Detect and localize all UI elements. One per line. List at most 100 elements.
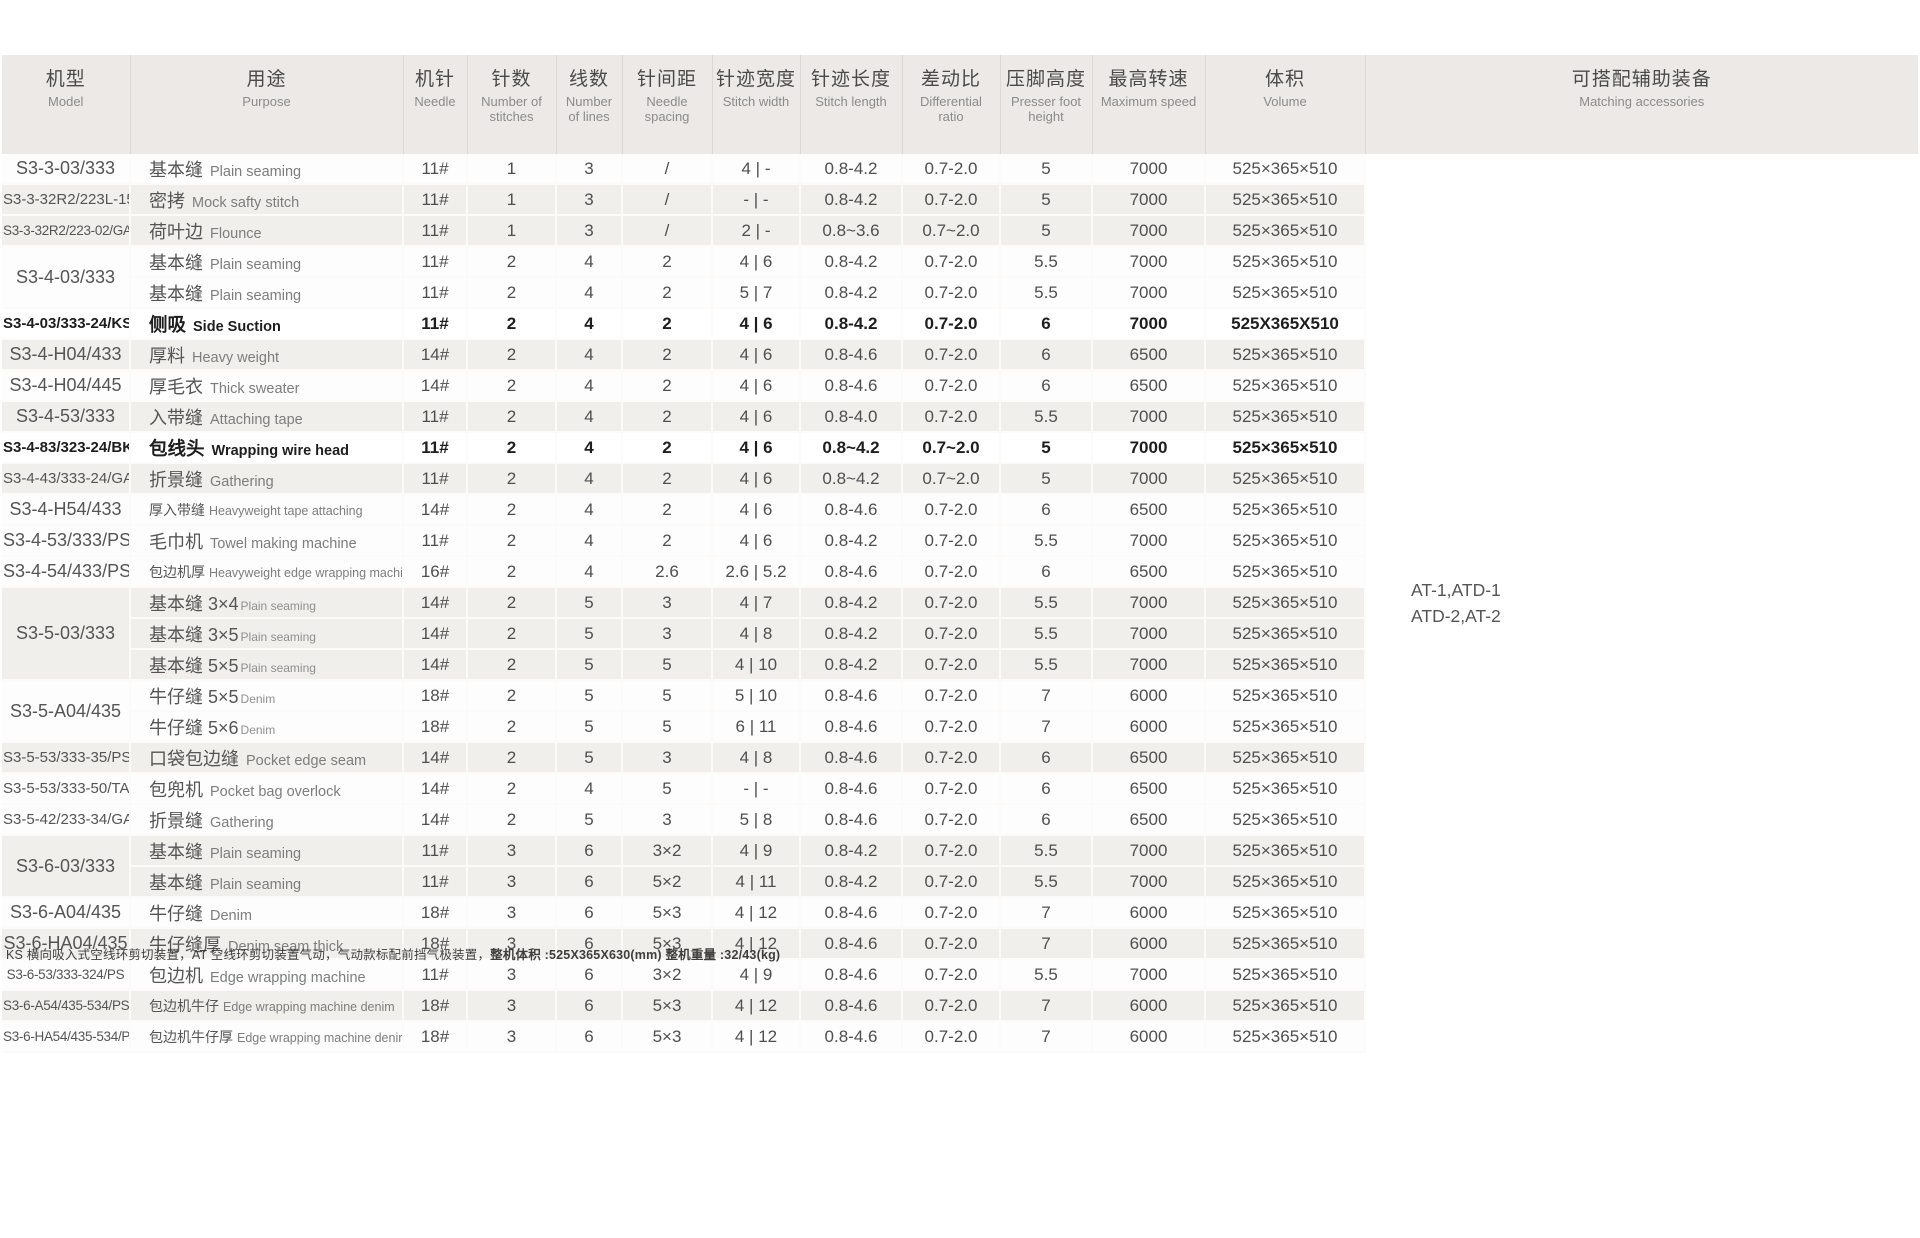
col-header-spacing: 针间距 Needle spacing bbox=[622, 55, 713, 154]
length-cell: 0.8-4.6 bbox=[800, 897, 903, 929]
length-cell: 0.8-4.2 bbox=[800, 618, 903, 650]
model-cell: S3-3-32R2/223L-15 bbox=[2, 184, 131, 216]
accessories-cell: AT-1,ATD-1 ATD-2,AT-2 bbox=[1365, 154, 1918, 1052]
table-row: 基本缝 5×5 Plain seaming 14# 2 5 5 4 | 10 0.8-4.2 0… bbox=[2, 649, 1918, 681]
stitches-cell: 2 bbox=[467, 618, 557, 650]
stitches-cell: 2 bbox=[467, 773, 557, 805]
table-row: S3-6-53/333-324/PS 包边机 Edge wrapping machi… bbox=[2, 959, 1918, 991]
ratio-cell: 0.7~2.0 bbox=[902, 432, 1001, 464]
speed-cell: 7000 bbox=[1092, 587, 1206, 619]
lines-cell: 6 bbox=[556, 1021, 623, 1053]
stitches-cell: 2 bbox=[467, 525, 557, 557]
col-header-length: 针迹长度 Stitch length bbox=[800, 55, 903, 154]
spec-table: 机型 Model 用途 Purpose 机针 Needle 针数 Number of stit… bbox=[2, 55, 1918, 1053]
spacing-cell: 2 bbox=[622, 339, 713, 371]
volume-cell: 525×365×510 bbox=[1205, 959, 1366, 991]
volume-cell: 525×365×510 bbox=[1205, 494, 1366, 526]
volume-cell: 525×365×510 bbox=[1205, 928, 1366, 960]
speed-cell: 7000 bbox=[1092, 866, 1206, 898]
presser-cell: 7 bbox=[1000, 928, 1093, 960]
model-cell: S3-4-53/333/PS bbox=[2, 525, 131, 557]
stitches-cell: 2 bbox=[467, 370, 557, 402]
purpose-cell: 包边机 Edge wrapping machine bbox=[130, 959, 404, 991]
width-cell: 2.6 | 5.2 bbox=[712, 556, 801, 588]
model-cell: S3-3-32R2/223-02/GAL bbox=[2, 215, 131, 247]
purpose-cell: 基本缝 3×4 Plain seaming bbox=[130, 587, 404, 619]
table-row: S3-4-H54/433 厚入带缝 Heavyweight tape attachi… bbox=[2, 494, 1918, 526]
length-cell: 0.8-4.6 bbox=[800, 339, 903, 371]
needle-cell: 16# bbox=[403, 556, 468, 588]
presser-cell: 6 bbox=[1000, 742, 1093, 774]
presser-cell: 5.5 bbox=[1000, 959, 1093, 991]
table-row: S3-3-03/333 基本缝 Plain seaming 11# 1 3/4 | -0.… bbox=[2, 154, 1918, 1052]
speed-cell: 6500 bbox=[1092, 494, 1206, 526]
presser-cell: 6 bbox=[1000, 308, 1093, 340]
model-cell: S3-5-03/333 bbox=[2, 587, 131, 681]
lines-cell: 5 bbox=[556, 711, 623, 743]
stitches-cell: 2 bbox=[467, 494, 557, 526]
purpose-cell: 基本缝 3×5 Plain seaming bbox=[130, 618, 404, 650]
purpose-cell: 包兜机 Pocket bag overlock bbox=[130, 773, 404, 805]
presser-cell: 6 bbox=[1000, 804, 1093, 836]
length-cell: 0.8-4.6 bbox=[800, 680, 903, 712]
speed-cell: 6000 bbox=[1092, 680, 1206, 712]
presser-cell: 5.5 bbox=[1000, 835, 1093, 867]
width-cell: 4 | 8 bbox=[712, 742, 801, 774]
volume-cell: 525×365×510 bbox=[1205, 154, 1366, 185]
presser-cell: 5.5 bbox=[1000, 649, 1093, 681]
model-cell: S3-5-42/233-34/GA bbox=[2, 804, 131, 836]
speed-cell: 7000 bbox=[1092, 649, 1206, 681]
table-row: S3-6-A54/435-534/PS 包边机牛仔 Edge wrapping ma… bbox=[2, 990, 1918, 1022]
stitches-cell: 2 bbox=[467, 277, 557, 309]
table-row: S3-5-A04/435 牛仔缝 5×5 Denim 18# 2 5 5 5 | 10 0.8-… bbox=[2, 680, 1918, 743]
width-cell: 4 | 6 bbox=[712, 525, 801, 557]
ratio-cell: 0.7-2.0 bbox=[902, 835, 1001, 867]
model-cell: S3-6-A54/435-534/PS bbox=[2, 990, 131, 1022]
volume-cell: 525×365×510 bbox=[1205, 711, 1366, 743]
purpose-cell: 厚毛衣 Thick sweater bbox=[130, 370, 404, 402]
lines-cell: 4 bbox=[556, 401, 623, 433]
purpose-cell: 牛仔缝 5×6 Denim bbox=[130, 711, 404, 743]
volume-cell: 525×365×510 bbox=[1205, 804, 1366, 836]
volume-cell: 525×365×510 bbox=[1205, 370, 1366, 402]
stitches-cell: 3 bbox=[467, 1021, 557, 1053]
table-row: S3-4-03/333 基本缝 Plain seaming 11# 2 4 2 4 | 6 0.… bbox=[2, 246, 1918, 309]
spacing-cell: 3×2 bbox=[622, 835, 713, 867]
purpose-cell: 基本缝 Plain seaming bbox=[130, 246, 404, 278]
table-row: S3-4-54/433/PS 包边机厚 Heavyweight edge wrapp… bbox=[2, 556, 1918, 588]
spacing-cell: / bbox=[622, 215, 713, 247]
table-row: S3-6-HA04/435 牛仔缝厚 Denim seam thick 18# 3 6 5×… bbox=[2, 928, 1918, 960]
purpose-cell: 牛仔缝厚 Denim seam thick bbox=[130, 928, 404, 960]
volume-cell: 525×365×510 bbox=[1205, 587, 1366, 619]
ratio-cell: 0.7-2.0 bbox=[902, 649, 1001, 681]
width-cell: 4 | 8 bbox=[712, 618, 801, 650]
speed-cell: 6000 bbox=[1092, 711, 1206, 743]
stitches-cell: 1 bbox=[467, 184, 557, 216]
table-row: S3-4-83/323-24/BK 包线头 Wrapping wire head 11… bbox=[2, 432, 1918, 464]
spacing-cell: 3 bbox=[622, 587, 713, 619]
presser-cell: 5.5 bbox=[1000, 246, 1093, 278]
needle-cell: 18# bbox=[403, 711, 468, 743]
width-cell: - | - bbox=[712, 184, 801, 216]
lines-cell: 4 bbox=[556, 308, 623, 340]
spacing-cell: 2 bbox=[622, 401, 713, 433]
volume-cell: 525×365×510 bbox=[1205, 246, 1366, 278]
table-row: S3-5-03/333 基本缝 3×4 Plain seaming 14# 2 5 3 4 |… bbox=[2, 587, 1918, 681]
lines-cell: 6 bbox=[556, 990, 623, 1022]
model-cell: S3-4-H04/445 bbox=[2, 370, 131, 402]
width-cell: 5 | 8 bbox=[712, 804, 801, 836]
spacing-cell: 2 bbox=[622, 246, 713, 278]
table-row: S3-6-A04/435 牛仔缝 Denim 18# 3 6 5×3 4 | 12 0.8-4.… bbox=[2, 897, 1918, 929]
speed-cell: 7000 bbox=[1092, 277, 1206, 309]
speed-cell: 6000 bbox=[1092, 928, 1206, 960]
lines-cell: 4 bbox=[556, 494, 623, 526]
lines-cell: 3 bbox=[556, 215, 623, 247]
width-cell: - | - bbox=[712, 773, 801, 805]
volume-cell: 525×365×510 bbox=[1205, 184, 1366, 216]
length-cell: 0.8-4.6 bbox=[800, 959, 903, 991]
presser-cell: 5 bbox=[1000, 463, 1093, 495]
speed-cell: 7000 bbox=[1092, 308, 1206, 340]
stitches-cell: 2 bbox=[467, 432, 557, 464]
spacing-cell: 2 bbox=[622, 525, 713, 557]
